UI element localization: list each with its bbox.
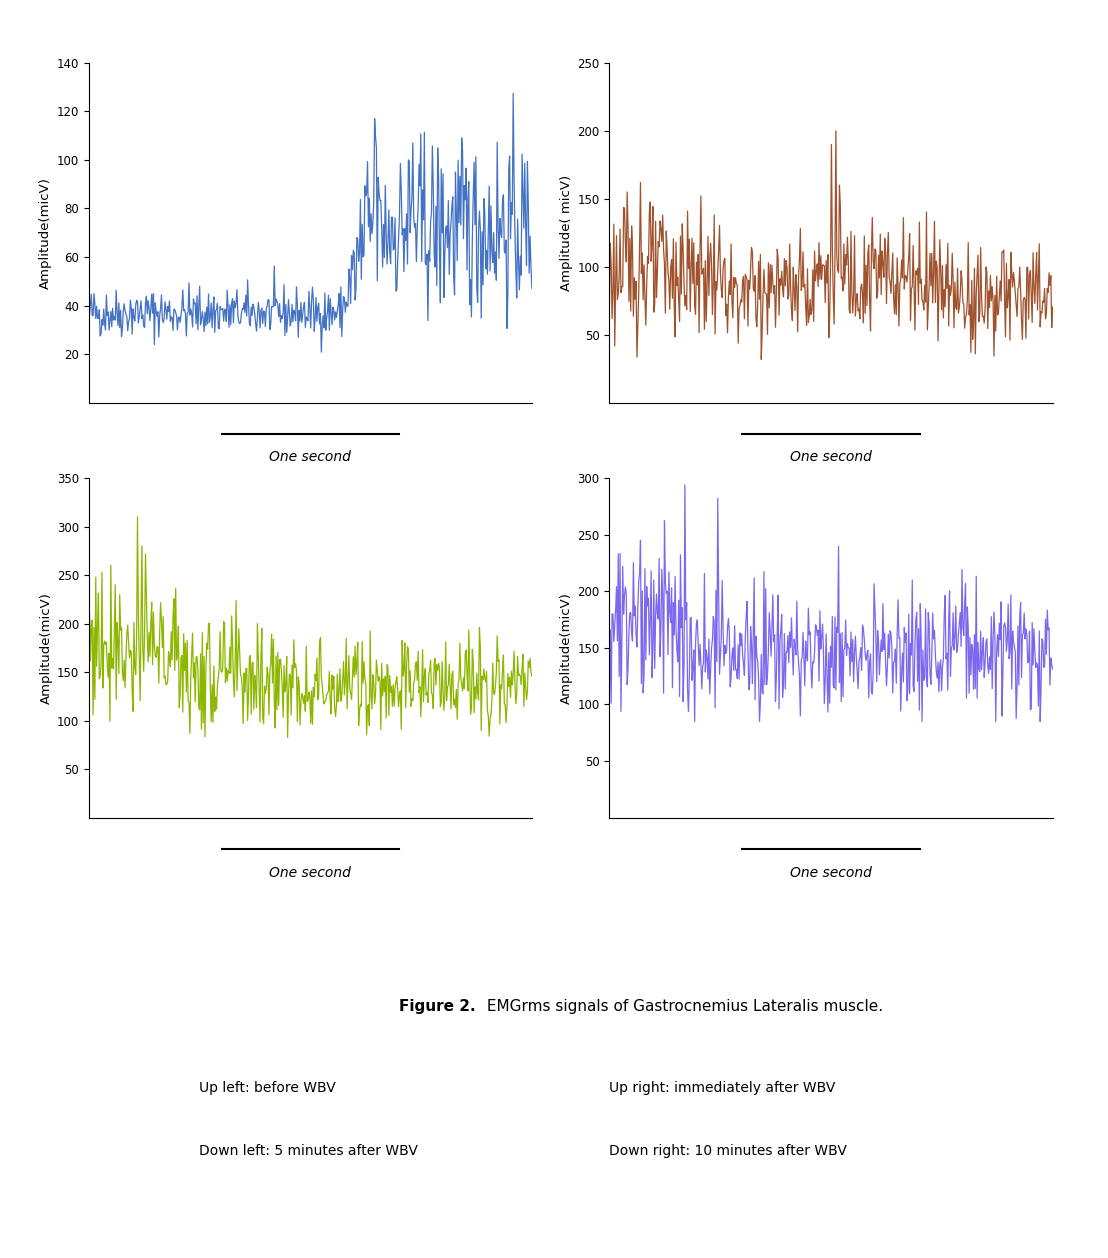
Text: One second: One second [790, 866, 872, 879]
Text: One second: One second [269, 866, 351, 879]
Text: Up left: before WBV: Up left: before WBV [199, 1081, 336, 1096]
Y-axis label: Amplitude(micV): Amplitude(micV) [40, 177, 52, 288]
Text: Down right: 10 minutes after WBV: Down right: 10 minutes after WBV [609, 1144, 848, 1159]
Y-axis label: Amplitude( micV): Amplitude( micV) [561, 175, 573, 291]
Text: EMGrms signals of Gastrocnemius Lateralis muscle.: EMGrms signals of Gastrocnemius Laterali… [482, 999, 883, 1014]
Y-axis label: Amplitude(micV): Amplitude(micV) [40, 593, 52, 703]
Text: Figure 2.: Figure 2. [399, 999, 475, 1014]
Text: Up right: immediately after WBV: Up right: immediately after WBV [609, 1081, 835, 1096]
Text: One second: One second [790, 450, 872, 464]
Text: One second: One second [269, 450, 351, 464]
Y-axis label: Amplitude(micV): Amplitude(micV) [561, 593, 573, 703]
Text: Down left: 5 minutes after WBV: Down left: 5 minutes after WBV [199, 1144, 419, 1159]
